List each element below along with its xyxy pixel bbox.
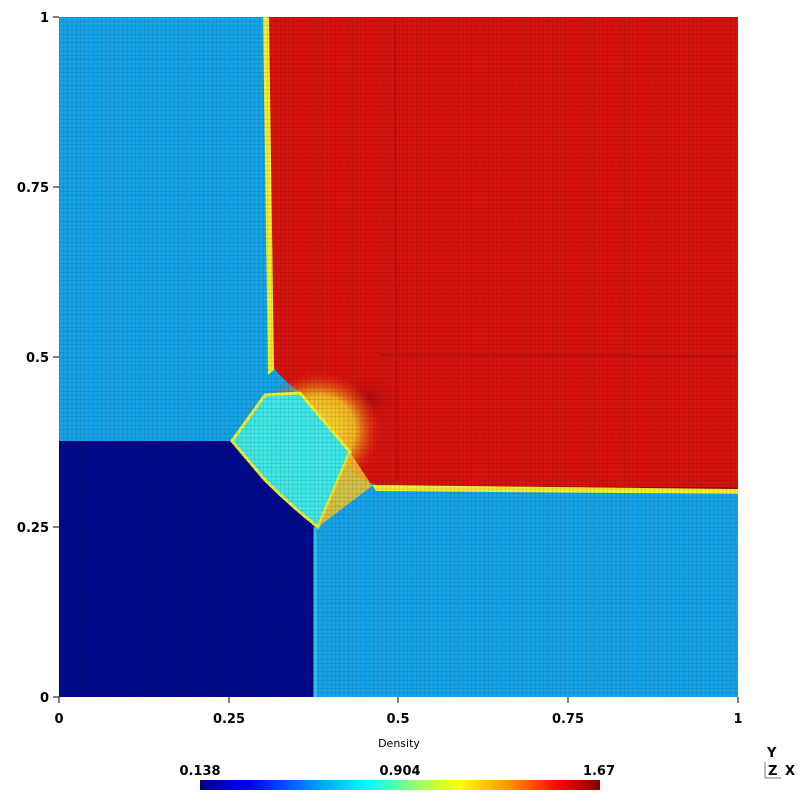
x-tick-label: 0.5 [386,712,409,727]
colorbar [200,780,600,790]
y-tick-label: 0.25 [17,521,49,536]
orientation-z-label: Z [768,764,777,779]
y-tick-label: 1 [40,11,49,26]
x-tick-label: 0 [54,712,63,727]
orientation-axes: Y Z X [764,746,795,779]
x-tick-label: 1 [733,712,742,727]
mesh-grid [59,17,738,697]
axis-ticks [53,16,739,703]
colorbar-mid-label: 0.904 [379,764,420,779]
colorbar-title: Density [378,737,420,750]
x-tick-label: 0.25 [213,712,245,727]
y-tick-label: 0 [40,691,49,706]
orientation-x-label: X [785,764,795,779]
colorbar-max-label: 1.67 [583,764,615,779]
x-tick-label: 0.75 [552,712,584,727]
density-field [59,17,738,697]
y-tick-label: 0.5 [26,351,49,366]
colorbar-min-label: 0.138 [179,764,220,779]
y-tick-label: 0.75 [17,181,49,196]
orientation-y-label: Y [766,746,777,761]
